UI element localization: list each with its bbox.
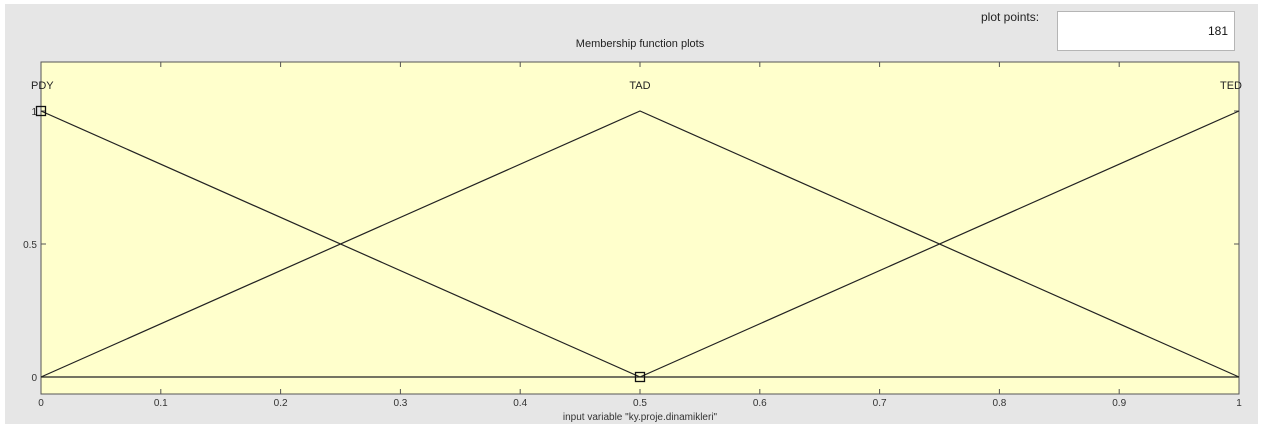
x-tick-label: 0.8 — [992, 398, 1006, 409]
membership-function-labels: PDY TAD TED — [31, 80, 1242, 92]
chart-title: Membership function plots — [576, 38, 705, 50]
mf-line-tad[interactable] — [40, 110, 1240, 378]
x-tick-label: 0.2 — [274, 398, 288, 409]
x-tick-label: 0.1 — [154, 398, 168, 409]
mf-label-ted: TED — [1220, 80, 1242, 92]
x-tick-label: 1 — [1236, 398, 1242, 409]
x-tick-label: 0.9 — [1112, 398, 1126, 409]
x-tick-label: 0.7 — [873, 398, 887, 409]
y-tick-labels: 00.51 — [23, 107, 37, 384]
x-tick-label: 0.6 — [753, 398, 767, 409]
mf-label-pdy: PDY — [31, 80, 54, 92]
plot-points-input[interactable] — [1057, 11, 1235, 51]
selection-marker — [35, 105, 47, 117]
x-axis-label: input variable "ky.proje.dinamikleri" — [563, 412, 718, 423]
selection-marker — [634, 371, 646, 383]
y-tick-label: 0.5 — [23, 240, 37, 251]
selection-markers — [35, 105, 646, 383]
plot-area[interactable] — [40, 61, 1240, 395]
mf-label-tad: TAD — [629, 80, 650, 92]
mf-line-ted[interactable] — [639, 110, 1240, 378]
membership-function-lines[interactable] — [40, 110, 1240, 378]
x-tick-labels: 0 0.1 0.2 0.3 0.4 0.5 0.6 0.7 0.8 0.9 1 — [38, 398, 1242, 409]
y-tick-label: 0 — [31, 373, 37, 384]
x-tick-label: 0.5 — [633, 398, 647, 409]
plot-points-label: plot points: — [981, 10, 1040, 24]
x-tick-label: 0 — [38, 398, 44, 409]
x-tick-label: 0.3 — [393, 398, 407, 409]
x-tick-label: 0.4 — [513, 398, 527, 409]
y-tick-label: 1 — [31, 107, 37, 118]
